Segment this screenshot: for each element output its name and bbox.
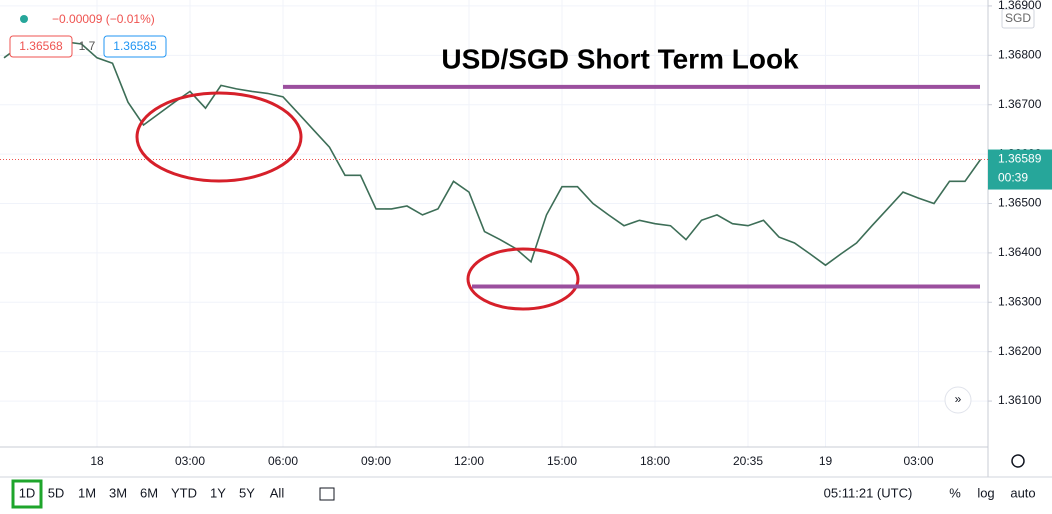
y-tick-label: 1.36400 [998,245,1042,259]
x-tick-label: 19 [819,454,833,468]
countdown: 00:39 [998,171,1028,185]
scroll-button[interactable] [944,386,972,414]
clock[interactable]: 05:11:21 (UTC) [824,485,913,500]
currency-box [1001,8,1035,29]
settings-icon[interactable] [1011,454,1025,468]
range-button[interactable]: 1M [78,485,96,500]
y-tick-label: 1.36200 [998,344,1042,358]
option-button[interactable]: % [949,485,961,500]
plot [0,41,988,267]
price-line [3,41,982,267]
currency: SGD [1005,11,1031,25]
highlight-ellipse [466,247,580,311]
range-button[interactable]: 6M [140,485,158,500]
chart-title: USD/SGD Short Term Look [441,43,799,74]
y-tick-label: 1.36800 [998,47,1042,61]
x-tick-label: 09:00 [361,454,391,468]
option-button[interactable]: log [977,485,994,500]
range-button[interactable]: 3M [109,485,127,500]
range-button[interactable]: 1Y [210,485,226,500]
change: −0.00009 (−0.01%) [52,12,155,26]
highlight-ellipse [135,91,303,183]
range-selected [11,479,43,509]
spread: 1.7 [79,39,96,53]
y-tick-label: 1.36500 [998,196,1042,210]
status-dot [20,15,28,23]
bid-box[interactable] [9,35,73,58]
last-price-label: 1.36589 [998,152,1042,166]
bid[interactable]: 1.36568 [19,39,63,53]
x-tick-label: 06:00 [268,454,298,468]
y-tick-label: 1.36300 [998,294,1042,308]
range-button[interactable]: 1D [19,485,36,500]
x-tick-label: 18 [90,454,104,468]
range-button[interactable]: All [270,485,285,500]
scroll-icon[interactable]: » [955,392,962,406]
y-tick-label: 1.36100 [998,393,1042,407]
range-buttons: 1D 5D 1M 3M 6M YTD 1Y 5Y All [19,485,285,500]
date-range-icon[interactable] [319,487,335,501]
ask-box[interactable] [103,35,167,58]
x-tick-label: 03:00 [903,454,933,468]
option-button[interactable]: auto [1010,485,1035,500]
ask[interactable]: 1.36585 [113,39,157,53]
last-price-box [988,149,1052,190]
range-button[interactable]: 5Y [239,485,255,500]
x-tick-label: 20:35 [733,454,763,468]
range-button[interactable]: YTD [171,485,197,500]
y-tick-label: 1.36900 [998,0,1042,12]
y-tick-label: 1.36700 [998,97,1042,111]
x-tick-label: 18:00 [640,454,670,468]
x-tick-label: 15:00 [547,454,577,468]
options: % log auto [949,485,1035,500]
x-tick-label: 03:00 [175,454,205,468]
x-tick-label: 12:00 [454,454,484,468]
range-button[interactable]: 5D [48,485,65,500]
